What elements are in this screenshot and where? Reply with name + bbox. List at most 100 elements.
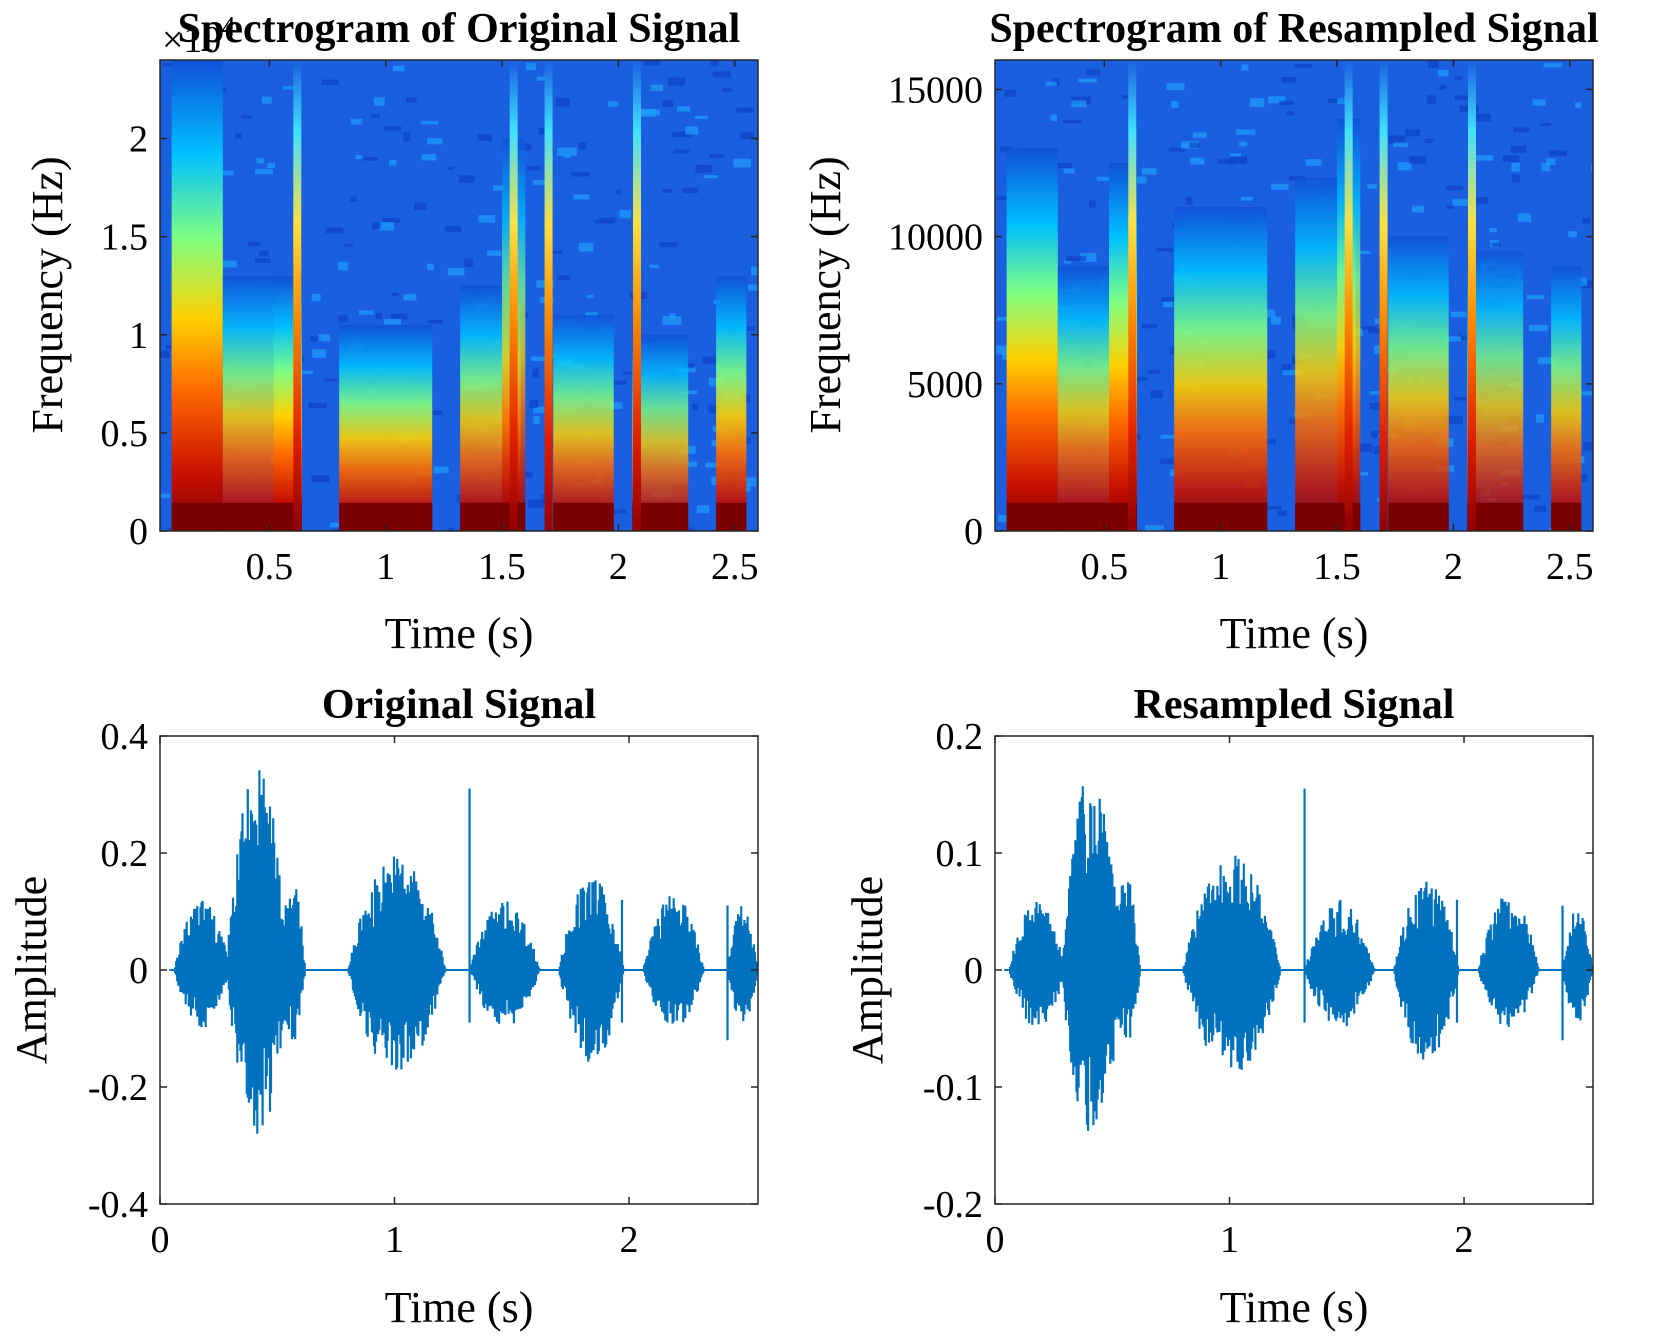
spectrogram-speckle [427,319,444,324]
spectrogram-speckle [1473,197,1489,205]
spectrogram-speckle [682,187,699,194]
spectrogram-speckle [995,345,1011,355]
spectrogram-speckle [1062,120,1083,124]
y-axis-label: Amplitude [843,876,892,1064]
spectrogram-speckle [371,113,380,119]
spectrogram-speckle [267,163,276,169]
spectrogram-speckle [1147,369,1161,374]
y-tick-label: 0 [129,950,148,992]
spectrogram-speckle [406,97,417,103]
y-exponent-label: ×104 [162,12,235,61]
spectrogram-energy-band [716,275,747,531]
spectrogram-speckle [1358,250,1371,254]
waveform-segment [469,901,541,1024]
spectrogram-speckle [702,356,719,364]
spectrogram-speckle [1517,213,1532,223]
y-tick-label: 0.2 [936,716,984,758]
spectrogram-speckle [643,60,661,66]
spectrogram-energy-band [553,315,614,531]
spectrogram-speckle [338,315,348,323]
spectrogram-speckle [533,415,540,424]
spectrogram-speckle [1004,89,1016,97]
spectrogram-speckle [420,121,439,125]
x-tick-label: 1.5 [1313,546,1361,588]
spectrogram-speckle [1444,336,1461,342]
spectrogram-speckle [477,134,492,141]
spectrogram-energy-band [1388,236,1449,531]
x-tick-label: 2 [1455,1219,1474,1261]
spectrogram-speckle [324,378,338,382]
spectrogram-speckle [1409,156,1427,164]
spectrogram-speckle [447,166,455,171]
spectrogram-speckle [1066,256,1087,262]
waveform-segment [277,889,306,1040]
spectrogram-speckle [1513,127,1530,133]
spectrogram-speckle [382,217,401,223]
spectrogram-speckle [1281,364,1292,374]
spectrogram-speckle [667,77,686,86]
spectrogram-speckle [1368,327,1382,334]
spectrogram-speckle [421,154,437,161]
y-tick-label: 0.5 [101,413,149,455]
spectrogram-speckle [1374,345,1382,355]
spectrogram-low-band [222,502,284,531]
spectrogram-speckle [1086,69,1101,76]
spectrogram-speckle [414,202,427,210]
spectrogram-speckle [1360,472,1369,476]
spectrogram-speckle [1217,159,1234,165]
spectrogram-speckle [1446,205,1454,210]
spectrogram-speckle [478,215,496,223]
spectrogram-speckle [261,96,272,104]
spectrogram-speckle [373,97,385,106]
spectrogram-speckle [1150,390,1163,399]
waveform-segment [643,896,705,1024]
spectrogram-speckle [325,227,344,234]
spectrogram-speckle [722,87,732,92]
spectrogram-speckle [1489,227,1497,233]
spectrogram-low-band [1551,502,1582,531]
spectrogram-speckle [1475,155,1494,161]
spectrogram-speckle [1128,376,1148,381]
spectrogram-speckle [1534,505,1547,513]
x-tick-label: 2 [609,546,628,588]
spectrogram-energy-band [1006,148,1058,531]
spectrogram-speckle [1135,176,1147,184]
spectrogram-speckle [525,62,537,71]
x-tick-label: 0.5 [1081,546,1129,588]
spectrogram-speckle [608,101,619,107]
spectrogram-speckle [1521,494,1541,500]
spectrogram-speckle [383,126,402,131]
waveform-segment [727,906,759,1022]
spectrogram-speckle [1510,145,1527,154]
spectrogram-burst [633,60,642,531]
spectrogram-low-band [1467,502,1524,531]
spectrogram-speckle [1168,147,1185,152]
spectrogram-speckle [649,264,659,269]
spectrogram-speckle [696,505,710,514]
spectrogram-speckle [160,493,171,498]
spectrogram-speckle [1405,129,1421,137]
spectrogram-speckle [254,258,271,263]
spectrogram-speckle [1369,403,1384,410]
spectrogram-speckle [710,60,719,67]
spectrogram-speckle [1279,100,1294,106]
spectrogram-low-band [1057,502,1119,531]
spectrogram-speckle [1590,164,1593,172]
spectrogram-speckle [1161,297,1175,303]
spectrogram-burst [1128,60,1137,531]
spectrogram-speckle [392,65,405,72]
spectrogram-speckle [217,260,237,268]
y-tick-label: 1.5 [101,217,149,259]
spectrogram-original-axes: Spectrogram of Original Signal ×104 0.5 1… [23,6,759,658]
spectrogram-speckle [578,142,587,150]
spectrogram-resampled-axes: Spectrogram of Resampled Signal 0.5 1 1.5 2… [801,6,1599,658]
spectrogram-burst [293,60,302,531]
spectrogram-speckle [709,153,725,158]
x-tick-label: 2.5 [711,546,759,588]
spectrogram-speckle [594,220,613,224]
y-axis-label: Frequency (Hz) [23,156,72,433]
spectrogram-speckle [1543,62,1563,68]
spectrogram-speckle [1453,397,1467,401]
spectrogram-speckle [1491,242,1501,247]
y-tick-label: -0.4 [88,1184,148,1226]
